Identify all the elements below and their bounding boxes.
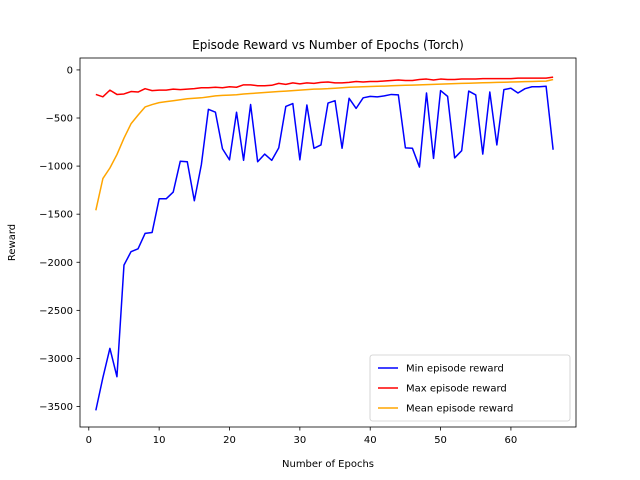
- x-tick-label: 30: [293, 435, 306, 446]
- legend-label: Mean episode reward: [406, 404, 513, 415]
- series-lines: [95, 76, 554, 411]
- series-line-1: [95, 85, 554, 411]
- legend-box: [369, 354, 571, 422]
- y-tick-label: −1000: [39, 162, 73, 173]
- y-tick-label: −3500: [39, 402, 73, 413]
- axes: 0 10 20 30 40 50 60 0 −500 −1000 −1500 −2000 −2500 −3…: [39, 65, 517, 446]
- legend-label: Min episode reward: [406, 364, 504, 375]
- x-tick-label: 40: [364, 435, 377, 446]
- series-line-2: [95, 76, 554, 98]
- chart-title: Episode Reward vs Number of Epochs (Torc…: [192, 38, 464, 52]
- legend: Min episode reward Max episode reward Mean…: [369, 354, 571, 422]
- x-tick-label: 20: [223, 435, 236, 446]
- y-tick-label: 0: [67, 65, 73, 76]
- y-axis-title: Reward: [7, 224, 18, 261]
- y-tick-label: −2500: [39, 306, 73, 317]
- legend-label: Max episode reward: [406, 384, 507, 395]
- x-tick-label: 50: [434, 435, 447, 446]
- x-tick-label: 0: [86, 435, 92, 446]
- y-tick-label: −2000: [39, 258, 73, 269]
- x-axis-title: Number of Epochs: [282, 459, 374, 470]
- y-tick-label: −500: [46, 114, 73, 125]
- x-tick-label: 60: [505, 435, 518, 446]
- y-tick-label: −1500: [39, 210, 73, 221]
- y-tick-label: −3000: [39, 354, 73, 365]
- series-line-3: [95, 78, 554, 211]
- x-tick-label: 10: [153, 435, 166, 446]
- plot-area-frame: [79, 57, 577, 428]
